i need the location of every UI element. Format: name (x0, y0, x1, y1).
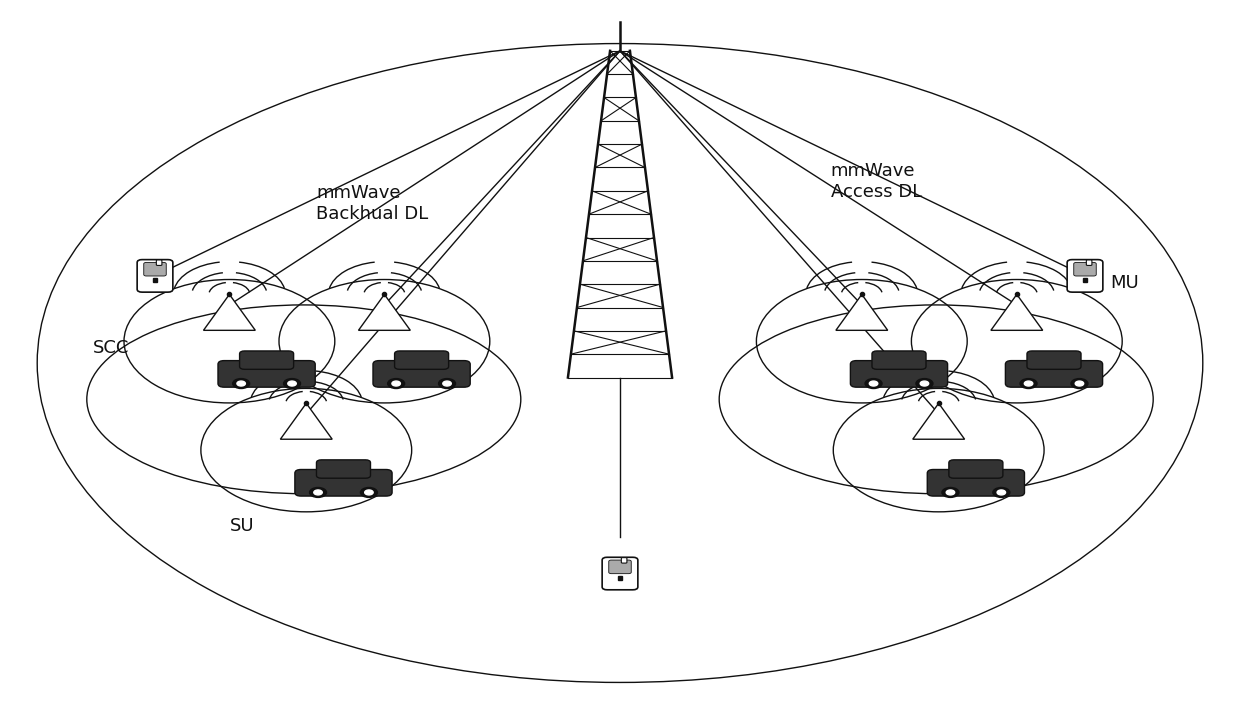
Circle shape (237, 381, 246, 386)
FancyBboxPatch shape (218, 361, 315, 387)
Circle shape (233, 378, 249, 388)
Circle shape (388, 378, 404, 388)
FancyBboxPatch shape (1086, 260, 1092, 266)
FancyBboxPatch shape (316, 460, 371, 478)
FancyBboxPatch shape (1006, 361, 1102, 387)
Polygon shape (203, 295, 255, 330)
Circle shape (314, 490, 322, 495)
Text: mmWave
Backhual DL: mmWave Backhual DL (316, 184, 429, 223)
Circle shape (1021, 378, 1037, 388)
Circle shape (942, 487, 959, 497)
Circle shape (1075, 381, 1084, 386)
FancyBboxPatch shape (851, 361, 947, 387)
Circle shape (1024, 381, 1033, 386)
Text: MU: MU (1110, 274, 1138, 292)
FancyBboxPatch shape (872, 351, 926, 370)
Text: SCC: SCC (93, 340, 129, 357)
FancyBboxPatch shape (156, 260, 162, 266)
Circle shape (439, 378, 455, 388)
FancyBboxPatch shape (603, 558, 637, 590)
FancyBboxPatch shape (1027, 351, 1081, 370)
FancyBboxPatch shape (928, 470, 1024, 496)
Circle shape (361, 487, 377, 497)
FancyBboxPatch shape (621, 558, 627, 563)
Circle shape (866, 378, 882, 388)
Polygon shape (991, 295, 1043, 330)
Polygon shape (280, 404, 332, 439)
Circle shape (365, 490, 373, 495)
FancyBboxPatch shape (373, 361, 470, 387)
Circle shape (392, 381, 401, 386)
Circle shape (993, 487, 1009, 497)
Circle shape (284, 378, 300, 388)
Text: mmWave
Access DL: mmWave Access DL (831, 162, 923, 201)
FancyBboxPatch shape (144, 262, 166, 276)
Circle shape (916, 378, 932, 388)
Circle shape (997, 490, 1006, 495)
Circle shape (920, 381, 929, 386)
FancyBboxPatch shape (1074, 262, 1096, 276)
Polygon shape (913, 404, 965, 439)
Circle shape (1071, 378, 1087, 388)
FancyBboxPatch shape (1068, 260, 1102, 292)
FancyBboxPatch shape (239, 351, 294, 370)
Polygon shape (836, 295, 888, 330)
FancyBboxPatch shape (609, 560, 631, 574)
FancyBboxPatch shape (949, 460, 1003, 478)
Circle shape (443, 381, 451, 386)
Circle shape (288, 381, 296, 386)
Polygon shape (358, 295, 410, 330)
Circle shape (946, 490, 955, 495)
FancyBboxPatch shape (295, 470, 392, 496)
Circle shape (869, 381, 878, 386)
Text: SU: SU (229, 518, 254, 535)
FancyBboxPatch shape (394, 351, 449, 370)
Circle shape (310, 487, 326, 497)
FancyBboxPatch shape (138, 260, 172, 292)
